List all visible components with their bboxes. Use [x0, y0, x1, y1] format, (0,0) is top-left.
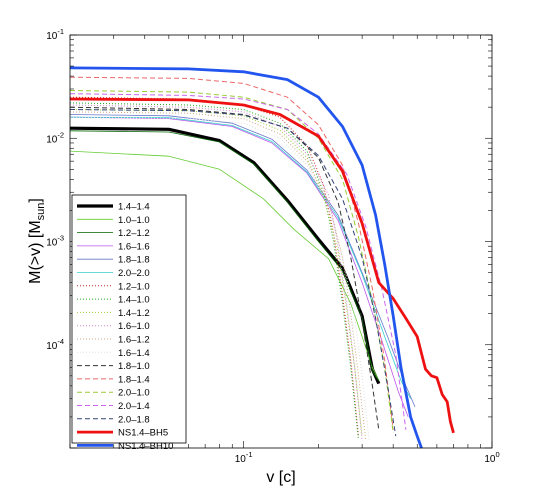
legend-label: 1.0–1.0 [118, 215, 150, 226]
y-axis-title-subscript: sun [35, 203, 47, 221]
legend-entry: 1.8–1.8 [77, 255, 150, 266]
series-line-13 [69, 76, 394, 430]
legend-entry: 2.0–1.0 [77, 388, 150, 399]
legend-label: 1.6–1.6 [118, 241, 150, 252]
legend-entry: 1.4–1.0 [77, 295, 150, 306]
legend-entry: 2.0–1.8 [77, 414, 150, 425]
y-axis-title-close: ] [27, 198, 44, 202]
legend-label: 2.0–1.4 [118, 401, 150, 412]
legend-entry: 1.2–1.0 [77, 281, 150, 292]
legend-entry: NS1.4–BH10 [77, 441, 173, 452]
series-line-18 [69, 66, 423, 449]
legend-label: 1.4–1.4 [118, 202, 150, 213]
legend-label: 1.2–1.2 [118, 228, 150, 239]
legend-entry: 1.4–1.2 [77, 308, 150, 319]
x-axis-title: v [c] [266, 469, 295, 486]
x-tick-label: 10-1 [235, 450, 253, 465]
legend-label: 1.8–1.4 [118, 374, 150, 385]
legend-box [71, 194, 187, 444]
legend-entry: 2.0–2.0 [77, 268, 150, 279]
legend-entry: 1.6–1.0 [77, 321, 150, 332]
legend-label: NS1.4–BH10 [118, 441, 173, 452]
series-line-7 [69, 102, 359, 440]
legend-entry: 2.0–1.4 [77, 401, 150, 412]
legend-label: 1.6–1.4 [118, 348, 150, 359]
y-axis-title-main: M(>v) [M [27, 220, 44, 284]
series-line-4 [69, 114, 416, 408]
legend-label: 1.4–1.2 [118, 308, 150, 319]
legend-label: 1.8–1.8 [118, 255, 150, 266]
legend-label: 2.0–1.0 [118, 388, 150, 399]
legend-label: 1.4–1.0 [118, 295, 150, 306]
legend-entry: NS1.4–BH5 [77, 428, 168, 439]
y-tick-label: 10-1 [46, 27, 64, 42]
legend-entry: 1.6–1.4 [77, 348, 150, 359]
legend-entry: 1.6–1.6 [77, 241, 150, 252]
legend-entry: 1.4–1.4 [77, 202, 150, 213]
series-layer [69, 66, 455, 449]
legend-entry: 1.2–1.2 [77, 228, 150, 239]
legend-label: 1.6–1.0 [118, 321, 150, 332]
legend-label: 2.0–1.8 [118, 414, 150, 425]
series-line-8 [69, 109, 363, 437]
legend-entries: 1.4–1.4 1.0–1.0 1.2–1.2 1.6–1.6 1.8–1.8 2.0–2… [77, 202, 173, 452]
y-axis-title: M(>v) [Msun] [27, 198, 47, 284]
series-line-12 [69, 106, 380, 430]
legend: 1.4–1.4 1.0–1.0 1.2–1.2 1.6–1.6 1.8–1.8 2.0–2… [71, 194, 187, 452]
series-line-0 [69, 126, 381, 385]
series-line-3 [69, 116, 409, 418]
y-tick-label: 10-2 [46, 130, 64, 145]
axis-tick-labels: 10-1 100 10-1 10-2 10-3 10-4 [46, 27, 499, 465]
legend-label: 1.8–1.0 [118, 361, 150, 372]
series-line-16 [69, 109, 397, 437]
y-tick-label: 10-4 [46, 337, 64, 352]
legend-entry: 1.0–1.0 [77, 215, 150, 226]
legend-label: 2.0–2.0 [118, 268, 150, 279]
legend-label: 1.6–1.2 [118, 335, 150, 346]
series-line-2 [69, 130, 380, 381]
legend-label: 1.2–1.0 [118, 281, 150, 292]
legend-entry: 1.6–1.2 [77, 335, 150, 346]
series-line-17 [69, 97, 455, 434]
legend-entry: 1.8–1.4 [77, 374, 150, 385]
legend-label: NS1.4–BH5 [118, 428, 168, 439]
legend-entry: 1.8–1.0 [77, 361, 150, 372]
y-tick-label: 10-3 [46, 234, 64, 249]
series-line-15 [69, 93, 407, 430]
x-tick-label: 100 [484, 450, 499, 465]
